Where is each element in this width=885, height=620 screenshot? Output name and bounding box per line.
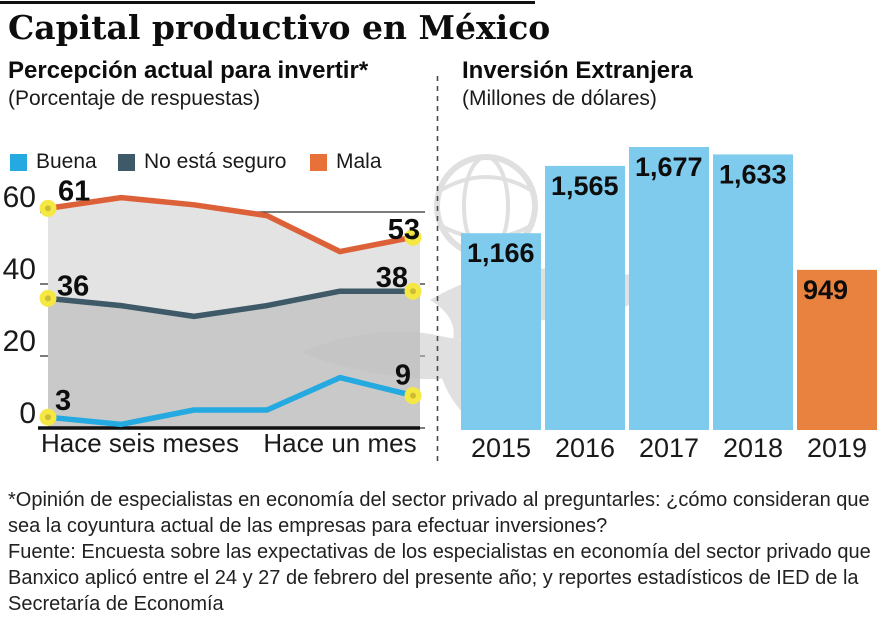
- y-tick-label: 40: [3, 253, 36, 286]
- series-line: [45, 194, 416, 255]
- y-tick-label: 0: [19, 397, 36, 430]
- right-chart-heading: Inversión Extranjera: [462, 57, 693, 84]
- right-chart-subheading: (Millones de dólares): [462, 87, 657, 110]
- legend-swatch-mala: [310, 153, 327, 171]
- page-title: Capital productivo en México: [8, 8, 551, 47]
- value-label: 61: [58, 175, 90, 207]
- data-marker-core: [410, 392, 416, 399]
- value-label: 36: [57, 270, 89, 302]
- x-axis-label: Hace seis meses: [41, 428, 239, 458]
- top-rule: [0, 1, 535, 4]
- left-chart-heading: Percepción actual para invertir*: [8, 57, 369, 84]
- bar-series-group: 1,166 2015 1,565 2016 1,677 2017 1,633 2018 949 2…: [461, 147, 877, 463]
- legend-item-mala: Mala: [310, 150, 382, 174]
- bar-value-label: 1,677: [635, 152, 703, 182]
- legend-item-no-esta-seguro: No está seguro: [118, 150, 286, 174]
- bar-value-label: 1,166: [467, 238, 535, 268]
- value-label: 3: [55, 385, 71, 417]
- bar-value-label: 1,633: [719, 159, 787, 189]
- y-tick-label: 20: [3, 325, 36, 358]
- legend-item-buena: Buena: [10, 150, 97, 174]
- footnotes: *Opinión de especialistas en economía de…: [8, 487, 880, 617]
- data-marker-core: [45, 295, 51, 302]
- bar: [461, 233, 541, 430]
- footnote-asterisk: *Opinión de especialistas en economía de…: [8, 489, 870, 537]
- series-line: [45, 374, 416, 428]
- legend-swatch-no-esta-seguro: [118, 153, 135, 171]
- bar: [797, 269, 877, 430]
- legend-label-buena: Buena: [36, 150, 97, 173]
- legend-label-mala: Mala: [336, 150, 382, 173]
- data-marker-core: [45, 414, 51, 421]
- area-fill: [48, 291, 420, 428]
- year-label: 2019: [807, 433, 867, 463]
- value-label: 9: [395, 360, 411, 392]
- footnote-source: Fuente: Encuesta sobre las expectativas …: [8, 541, 871, 615]
- year-label: 2016: [555, 433, 615, 463]
- charts-canvas: 0 20 40 60 3 9 36 38 61 53 Hace seis meses Hace un…: [3, 76, 877, 463]
- legend-label-no-esta-seguro: No está seguro: [144, 150, 287, 173]
- bar: [629, 147, 709, 430]
- legend-swatch-buena: [10, 153, 27, 171]
- left-chart-subheading: (Porcentaje de respuestas): [8, 87, 261, 110]
- data-marker-core: [410, 288, 416, 295]
- markers-labels-group: 3 9 36 38 61 53 Hace seis meses Hace un mes: [39, 175, 422, 458]
- value-label: 38: [376, 262, 408, 294]
- year-label: 2017: [639, 433, 699, 463]
- bar-value-label: 1,565: [551, 171, 619, 201]
- series-line: [45, 288, 416, 320]
- bar: [545, 165, 625, 430]
- bar-value-label: 949: [803, 275, 848, 305]
- year-label: 2018: [723, 433, 783, 463]
- data-marker-core: [410, 234, 416, 241]
- value-label: 53: [388, 214, 420, 246]
- bar: [713, 154, 793, 430]
- x-axis-label: Hace un mes: [263, 428, 416, 458]
- line-series-group: [38, 194, 420, 430]
- y-tick-label: 60: [3, 181, 36, 214]
- data-marker-core: [45, 205, 51, 212]
- year-label: 2015: [471, 433, 531, 463]
